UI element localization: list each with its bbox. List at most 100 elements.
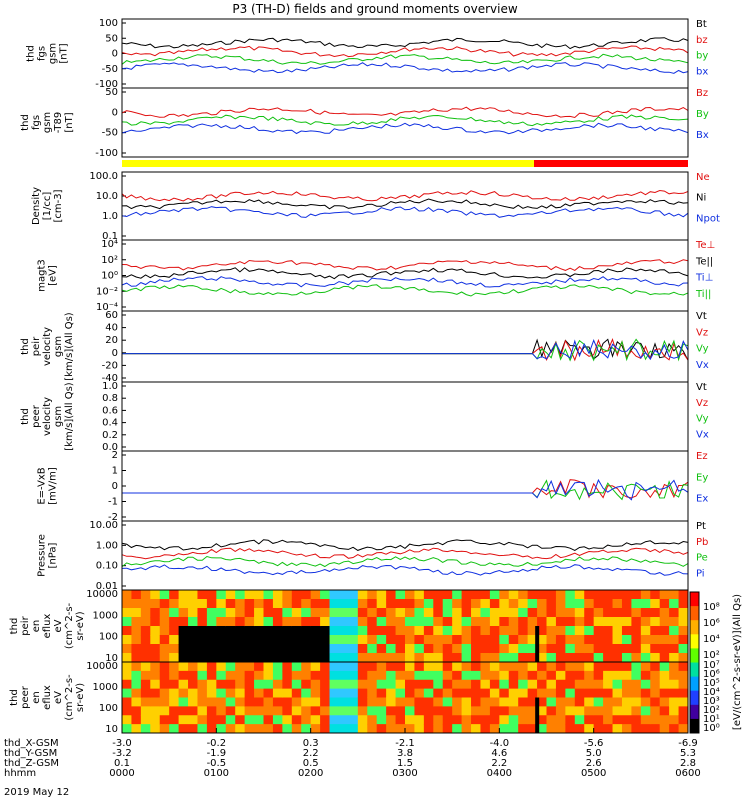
heatmap-cell	[621, 626, 632, 636]
heatmap-cell	[140, 653, 151, 663]
xaxis-value: 3.8	[397, 748, 413, 759]
xaxis-value: 2.2	[491, 758, 507, 769]
heatmap-cell	[659, 662, 670, 672]
heatmap-cell	[442, 635, 453, 645]
heatmap-cell	[310, 599, 321, 609]
heatmap-cell	[669, 608, 680, 618]
heatmap-cell	[518, 715, 529, 725]
heatmap-cell	[433, 626, 444, 636]
heatmap-cell	[376, 697, 387, 707]
heatmap-cell	[272, 617, 283, 627]
heatmap-cell	[518, 644, 529, 654]
heatmap-cell	[131, 697, 142, 707]
heatmap-cell	[405, 688, 415, 698]
heatmap-cell	[140, 706, 151, 716]
panel-2: thd fgs gsm -T89 [nT] 50 0 -50 -100 Bz By Bx	[20, 87, 709, 159]
heatmap-cell	[555, 635, 566, 645]
heatmap-cell	[442, 599, 453, 609]
heatmap-cell	[518, 635, 529, 645]
heatmap-cell	[216, 599, 227, 609]
heatmap-cell	[423, 599, 434, 609]
heatmap-cell	[659, 608, 670, 618]
heatmap-cell	[574, 617, 585, 627]
heatmap-cell	[225, 697, 236, 707]
heatmap-cell	[546, 635, 557, 645]
heatmap-cell	[301, 653, 312, 663]
heatmap-cell	[480, 706, 491, 716]
heatmap-cell	[574, 590, 585, 600]
heatmap-cell	[433, 724, 444, 734]
series-bx	[121, 122, 689, 135]
heatmap-cell	[197, 635, 208, 645]
heatmap-cell	[442, 608, 453, 618]
heatmap-cell	[225, 706, 236, 716]
heatmap-cell	[433, 653, 444, 663]
heatmap-cell	[338, 670, 349, 681]
ylabel-line: peir	[31, 336, 42, 356]
y-tick-label: -1	[108, 497, 118, 508]
colorbar-tick-top: 10²	[703, 650, 720, 661]
heatmap-cell	[291, 697, 302, 707]
heatmap-cell	[518, 697, 529, 707]
heatmap-cell	[301, 590, 312, 600]
heatmap-cell	[178, 679, 189, 690]
ylabel-line: [nT]	[59, 43, 70, 63]
series-by	[121, 53, 689, 65]
heatmap-cell	[216, 724, 227, 734]
heatmap-cell	[452, 679, 463, 690]
colorbar-swatch	[690, 676, 699, 692]
xaxis-value: 0300	[392, 768, 417, 779]
heatmap-cell	[650, 617, 661, 627]
heatmap-cell	[650, 679, 661, 690]
heatmap-cell	[169, 662, 180, 672]
heatmap-cell	[499, 679, 510, 690]
heatmap-cell	[159, 599, 170, 609]
colorbar-tick-bottom: 10⁵	[703, 678, 720, 689]
heatmap-cell	[216, 635, 227, 645]
ylabel-line: fgs	[37, 46, 48, 61]
heatmap-cell	[197, 697, 208, 707]
heatmap-cell	[367, 662, 378, 672]
heatmap-cell	[395, 688, 406, 698]
heatmap-cell	[159, 653, 170, 663]
ylabel-line: sr-eV)	[75, 683, 86, 712]
heatmap-cell	[131, 706, 142, 716]
heatmap-cell	[442, 697, 453, 707]
heatmap-cell	[650, 644, 661, 654]
heatmap-cell	[546, 679, 557, 690]
heatmap-cell	[310, 644, 321, 654]
xaxis-value: 2.2	[303, 748, 319, 759]
heatmap-cell	[140, 644, 151, 654]
heatmap-cell	[527, 688, 538, 698]
heatmap-cell	[197, 617, 208, 627]
heatmap-cell	[489, 635, 500, 645]
heatmap-cell	[272, 599, 283, 609]
heatmap-cell	[367, 617, 378, 627]
heatmap-cell	[122, 688, 132, 698]
heatmap-cell	[612, 653, 623, 663]
heatmap-cell	[480, 590, 491, 600]
heatmap-cell	[216, 590, 227, 600]
heatmap-cell	[131, 670, 142, 681]
legend-ez: Ez	[696, 451, 708, 462]
heatmap-cell	[442, 644, 453, 654]
heatmap-cell	[555, 617, 566, 627]
legend-bx: bx	[696, 66, 708, 77]
ylabel-line: eflux	[42, 614, 53, 639]
heatmap-cell	[338, 590, 349, 600]
heatmap-cell	[197, 662, 208, 672]
heatmap-cell	[461, 670, 472, 681]
heatmap-cell	[216, 688, 227, 698]
heatmap-cell	[659, 599, 670, 609]
heatmap-cell	[423, 626, 434, 636]
heatmap-cell	[452, 608, 463, 618]
heatmap-cell	[527, 635, 538, 645]
xaxis-value: -2.1	[395, 738, 415, 749]
heatmap-cell	[452, 590, 463, 600]
heatmap-cell	[508, 635, 519, 645]
heatmap-cell	[489, 617, 500, 627]
heatmap-cell	[282, 590, 293, 600]
series-group-2	[121, 106, 689, 135]
heatmap-cell	[461, 688, 472, 698]
heatmap-cell	[178, 670, 189, 681]
